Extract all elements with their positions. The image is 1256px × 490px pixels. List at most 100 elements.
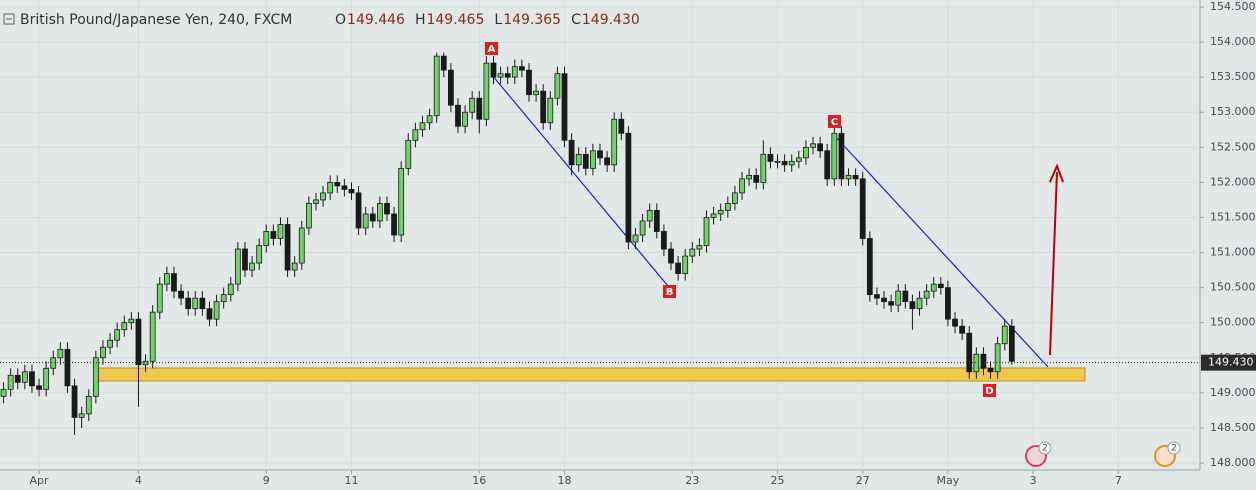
y-tick-label: 151.500 — [1210, 210, 1256, 223]
candle-body — [632, 234, 639, 243]
candle-body — [661, 231, 667, 250]
y-tick-label: 150.500 — [1210, 281, 1256, 294]
y-tick-label: 153.000 — [1210, 105, 1256, 118]
x-tick-label: 11 — [344, 474, 358, 487]
candle-body — [781, 160, 788, 166]
candle-body — [29, 371, 35, 387]
candle-body — [220, 294, 227, 303]
candle-body — [227, 283, 234, 296]
y-tick-label: 153.500 — [1210, 70, 1256, 83]
candle-body — [369, 213, 376, 222]
collapse-icon[interactable] — [3, 13, 15, 25]
candle-body — [21, 371, 28, 383]
candle-body — [469, 97, 476, 113]
candle-body — [916, 297, 923, 310]
candle-body — [696, 245, 703, 250]
candle-body — [788, 160, 795, 166]
ohlc-label: H — [415, 12, 426, 28]
candle-body — [476, 97, 483, 120]
candle-body — [540, 90, 547, 124]
candle-body — [519, 66, 525, 71]
trend-line-ab — [491, 74, 669, 287]
ohlc-value: 149.465 — [426, 12, 484, 28]
candle-body — [320, 192, 326, 201]
candle-body — [85, 395, 92, 415]
y-tick-label: 148.000 — [1210, 456, 1256, 469]
y-tick-label: 150.000 — [1210, 316, 1256, 329]
candle-body — [490, 62, 497, 78]
candle-body — [980, 353, 987, 369]
y-tick-label: 149.000 — [1210, 386, 1256, 399]
candle-body — [483, 62, 490, 120]
candle-body — [391, 213, 397, 236]
annotation-box — [828, 115, 841, 128]
x-tick-label: 23 — [685, 474, 699, 487]
candle-body — [14, 374, 21, 383]
y-tick-label: 152.000 — [1210, 175, 1256, 188]
candle-body — [135, 318, 142, 366]
candle-body — [497, 73, 504, 78]
candle-body — [448, 69, 454, 106]
candle-body — [675, 262, 681, 274]
candle-body — [774, 160, 781, 163]
candle-body — [256, 245, 263, 264]
candle-body — [291, 262, 298, 271]
candle-body — [206, 308, 213, 320]
candles — [0, 52, 1015, 435]
annotation-box — [485, 42, 498, 55]
candle-body — [71, 385, 78, 418]
candle-body — [0, 388, 7, 397]
candle-body — [121, 322, 128, 331]
candle-body — [462, 111, 468, 127]
candle-body — [966, 332, 973, 373]
candle-body — [923, 290, 930, 299]
candle-body — [838, 132, 845, 180]
candle-body — [156, 283, 163, 313]
candle-body — [405, 139, 412, 169]
candle-body — [724, 203, 731, 211]
ohlc-header: O 149.446 H 149.465 L 149.365 C 149.430 — [335, 12, 640, 28]
ohlc-label: L — [494, 12, 502, 28]
candle-body — [874, 294, 880, 299]
annotation: B — [666, 287, 674, 298]
candle-body — [866, 238, 873, 296]
candle-body — [78, 413, 85, 418]
candle-body — [987, 367, 994, 373]
event-badge: 2 — [1042, 444, 1048, 454]
candle-body — [682, 255, 689, 274]
candle-body — [426, 115, 433, 124]
candle-body — [639, 220, 646, 236]
event-badge-bg — [1038, 441, 1052, 455]
annotation-box — [983, 384, 996, 397]
y-tick-label: 154.000 — [1210, 35, 1256, 48]
candle-body — [142, 360, 149, 366]
candle-body — [149, 311, 156, 362]
candle-body — [305, 203, 312, 229]
ohlc-value: 149.446 — [347, 12, 405, 28]
candle-body — [192, 297, 199, 310]
x-tick-label: 3 — [1030, 474, 1037, 487]
candle-body — [270, 231, 277, 239]
candle-body — [398, 167, 405, 236]
candle-body — [1008, 325, 1015, 362]
candle-body — [376, 203, 383, 222]
candle-body — [618, 118, 625, 134]
candle-body — [178, 290, 184, 299]
candle-body — [568, 139, 575, 166]
candle-body — [703, 217, 710, 246]
candle-body — [341, 185, 348, 190]
candle-body — [412, 129, 419, 141]
candle-body — [732, 192, 738, 204]
event-badge: 2 — [1171, 444, 1177, 454]
forecast-arrow — [1049, 171, 1058, 356]
x-tick-label: Apr — [30, 474, 50, 487]
candle-body — [36, 385, 42, 390]
candle-body — [547, 97, 554, 124]
event-icons[interactable]: 2 2 — [1025, 441, 1181, 467]
candle-body — [653, 210, 660, 232]
chart-title: British Pound/Japanese Yen, 240, FXCM — [20, 12, 292, 28]
y-tick-label: 152.500 — [1210, 140, 1256, 153]
candle-body — [433, 55, 440, 117]
candle-body — [455, 104, 461, 127]
